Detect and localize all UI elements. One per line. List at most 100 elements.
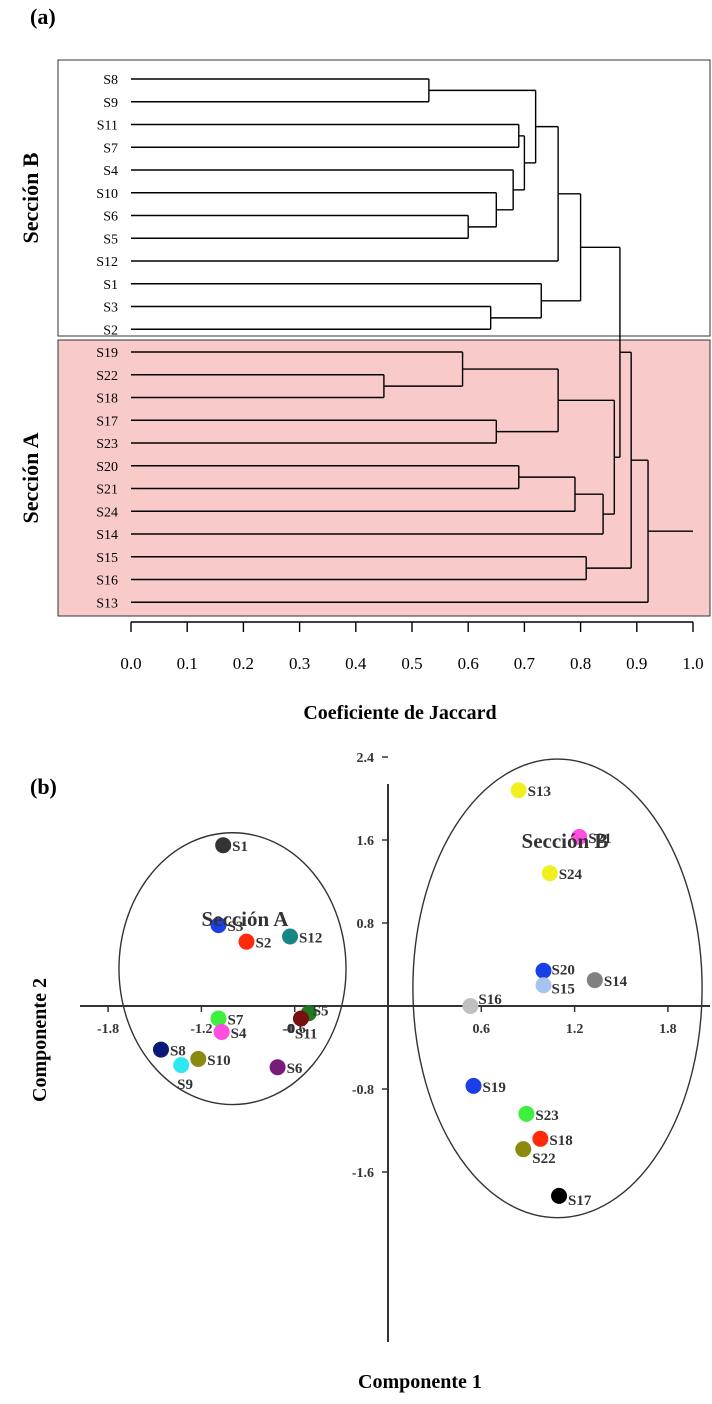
dendrogram-x-axis: 0.0 0.1 0.2 0.3 0.4 0.5 0.6 0.7 0.8 0.9 1.0 (120, 621, 704, 673)
point-S21 (571, 828, 588, 845)
point-label-S16: S16 (478, 992, 502, 1008)
x-tick-label: -1.2 (190, 1022, 212, 1037)
panel-b-label: (b) (30, 774, 57, 799)
group-a-title: Sección A (202, 907, 290, 931)
panel-a-label: (a) (30, 4, 56, 29)
dendrogram-leaf-labels: S8 S9 S11 S7 S4 S10 S6 S5 S12 S1 S3 S2 S19 S22 S18 S17 S… (96, 73, 118, 611)
leaf-label-S18: S18 (96, 392, 118, 407)
point-label-S11: S11 (295, 1026, 318, 1042)
y-tick-label: 2.4 (357, 751, 375, 766)
leaf-label-S6: S6 (103, 210, 118, 225)
leaf-label-S7: S7 (103, 141, 118, 156)
leaf-label-S13: S13 (96, 596, 118, 611)
point-label-S7: S7 (228, 1012, 244, 1028)
leaf-label-S15: S15 (96, 551, 118, 566)
point-label-S20: S20 (552, 963, 575, 979)
section-b-box (57, 59, 711, 337)
group-ellipses (118, 758, 703, 1219)
point-label-S5: S5 (313, 1003, 329, 1019)
point-S8 (152, 1041, 169, 1058)
point-S1 (215, 837, 232, 854)
point-label-S21: S21 (588, 831, 611, 847)
point-S14 (586, 972, 603, 989)
point-label-S13: S13 (528, 784, 551, 800)
point-S2 (238, 933, 255, 950)
point-label-S4: S4 (231, 1026, 247, 1042)
section-a-label: Sección A (18, 432, 43, 523)
x-tick-label: 1.2 (566, 1022, 584, 1037)
point-S9 (173, 1057, 190, 1074)
point-S22 (515, 1141, 532, 1158)
x-tick-label: 1.8 (659, 1022, 677, 1037)
x-tick-label: -1.8 (97, 1022, 119, 1037)
leaf-label-S11: S11 (97, 119, 118, 134)
point-label-S24: S24 (559, 867, 583, 883)
point-label-S6: S6 (287, 1061, 303, 1077)
point-label-S3: S3 (228, 919, 244, 935)
leaf-label-S22: S22 (96, 369, 118, 384)
point-label-S8: S8 (170, 1044, 186, 1060)
scatter-axes: -1.8 -1.2 -0.6 0.6 1.2 1.8-1.6-0.80.81.62.4-0 (80, 751, 710, 1342)
x-tick-label: 0.6 (473, 1022, 491, 1037)
point-S17 (551, 1187, 568, 1204)
point-label-S19: S19 (483, 1080, 506, 1096)
point-S19 (465, 1077, 482, 1094)
dendrogram-x-axis-title: Coeficiente de Jaccard (303, 702, 496, 724)
leaf-label-S5: S5 (103, 232, 118, 247)
point-label-S9: S9 (177, 1077, 193, 1093)
point-S24 (541, 865, 558, 882)
leaf-label-S4: S4 (103, 164, 118, 179)
x-tick-label: 1.0 (682, 654, 703, 673)
point-label-S17: S17 (568, 1193, 592, 1209)
point-S6 (269, 1059, 286, 1076)
dendrogram-lines (131, 78, 693, 603)
x-tick-label: 0.6 (458, 654, 479, 673)
point-label-S2: S2 (255, 936, 271, 952)
leaf-label-S1: S1 (103, 278, 118, 293)
point-S16 (462, 998, 479, 1014)
x-tick-label: 0.3 (289, 654, 310, 673)
x-tick-label: 0.7 (514, 654, 536, 673)
scatter-x-axis-title: Componente 1 (358, 1371, 482, 1393)
leaf-label-S9: S9 (103, 96, 118, 111)
x-tick-label: 0.8 (570, 654, 591, 673)
leaf-label-S24: S24 (96, 505, 118, 520)
ellipse-seccion-a (118, 832, 347, 1106)
point-S18 (532, 1130, 549, 1147)
point-S7 (210, 1010, 227, 1027)
x-tick-label: 0.0 (120, 654, 141, 673)
x-tick-label: 0.4 (345, 654, 367, 673)
leaf-label-S12: S12 (96, 255, 118, 270)
point-S4 (213, 1023, 230, 1040)
leaf-label-S23: S23 (96, 437, 118, 452)
y-tick-label: -0.8 (352, 1083, 374, 1098)
point-label-S14: S14 (604, 974, 628, 990)
ellipse-seccion-b (412, 758, 703, 1219)
x-tick-label: 0.9 (626, 654, 647, 673)
leaf-label-S3: S3 (103, 301, 118, 316)
leaf-label-S8: S8 (103, 73, 118, 88)
x-tick-label-partial: -0 (282, 1022, 294, 1037)
point-label-S18: S18 (549, 1133, 572, 1149)
point-S12 (282, 928, 299, 945)
point-S23 (518, 1105, 535, 1122)
section-b-label: Sección B (18, 152, 43, 243)
leaf-label-S14: S14 (96, 528, 118, 543)
point-S10 (190, 1050, 207, 1067)
leaf-label-S10: S10 (96, 187, 118, 202)
x-tick-label: 0.1 (177, 654, 198, 673)
point-S13 (510, 782, 527, 799)
leaf-label-S20: S20 (96, 460, 118, 475)
x-tick-label: 0.5 (401, 654, 422, 673)
y-tick-label: 0.8 (357, 917, 375, 932)
point-S3 (210, 917, 227, 934)
y-tick-label: 1.6 (357, 834, 375, 849)
leaf-label-S21: S21 (96, 483, 118, 498)
scatter-y-axis-title: Componente 2 (29, 978, 51, 1102)
point-S11 (292, 1010, 309, 1027)
y-tick-label: -1.6 (352, 1166, 374, 1181)
point-label-S1: S1 (232, 839, 248, 855)
point-S20 (535, 962, 552, 979)
